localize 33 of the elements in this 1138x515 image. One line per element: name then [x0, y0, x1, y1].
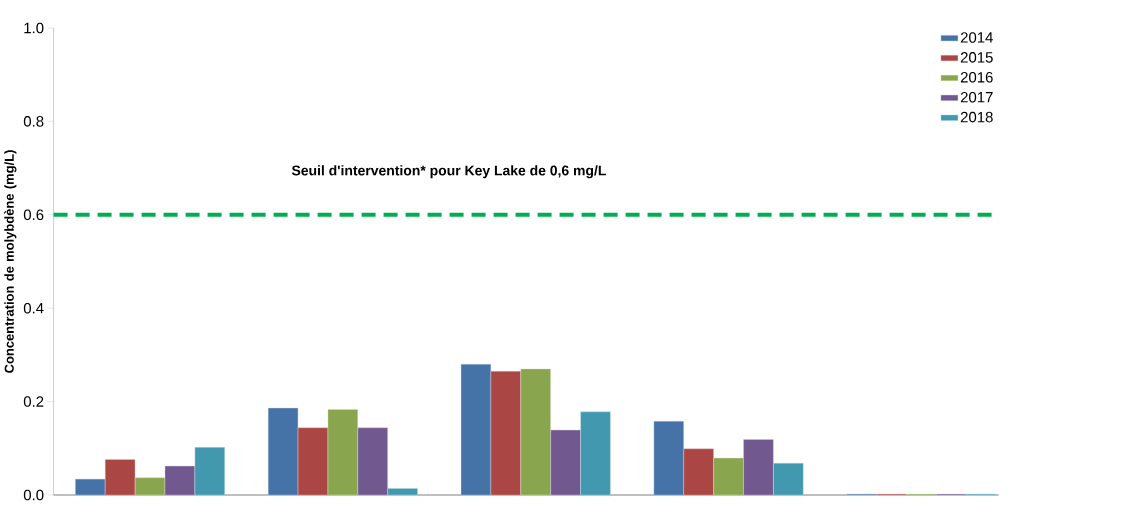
bar	[580, 411, 611, 496]
ref-line-label: Seuil d'intervention* pour Key Lake de 0,6 mg/L	[291, 165, 606, 179]
bar	[460, 364, 492, 496]
bar	[297, 427, 329, 496]
bar	[653, 421, 684, 496]
bar	[550, 429, 581, 496]
y-tick-label: 0.0	[23, 489, 44, 501]
bar	[683, 448, 714, 496]
bar	[713, 457, 744, 496]
y-tick-label: 0.6	[23, 209, 44, 221]
bar	[194, 447, 225, 496]
y-tick-label: 0.4	[23, 302, 44, 314]
bar	[490, 371, 521, 496]
y-axis-title: Concentration de molybdène (mg/L)	[4, 150, 17, 373]
bar	[105, 459, 136, 496]
legend-label: 2015	[960, 52, 993, 63]
legend-label: 2018	[960, 111, 993, 123]
bar	[773, 463, 804, 496]
bar	[134, 477, 166, 496]
bar	[267, 407, 299, 496]
legend-label: 2014	[960, 32, 993, 43]
legend-label: 2017	[960, 91, 993, 103]
bar	[357, 427, 388, 496]
y-tick-label: 1.0	[24, 22, 44, 34]
bar	[520, 368, 551, 496]
y-tick-label: 0.2	[23, 396, 44, 407]
bar	[75, 478, 106, 496]
y-tick-label: 0.8	[23, 116, 44, 127]
bar	[387, 488, 418, 496]
legend-label: 2016	[960, 72, 993, 83]
bar	[164, 465, 195, 496]
bar	[743, 439, 774, 496]
bar	[327, 409, 358, 496]
